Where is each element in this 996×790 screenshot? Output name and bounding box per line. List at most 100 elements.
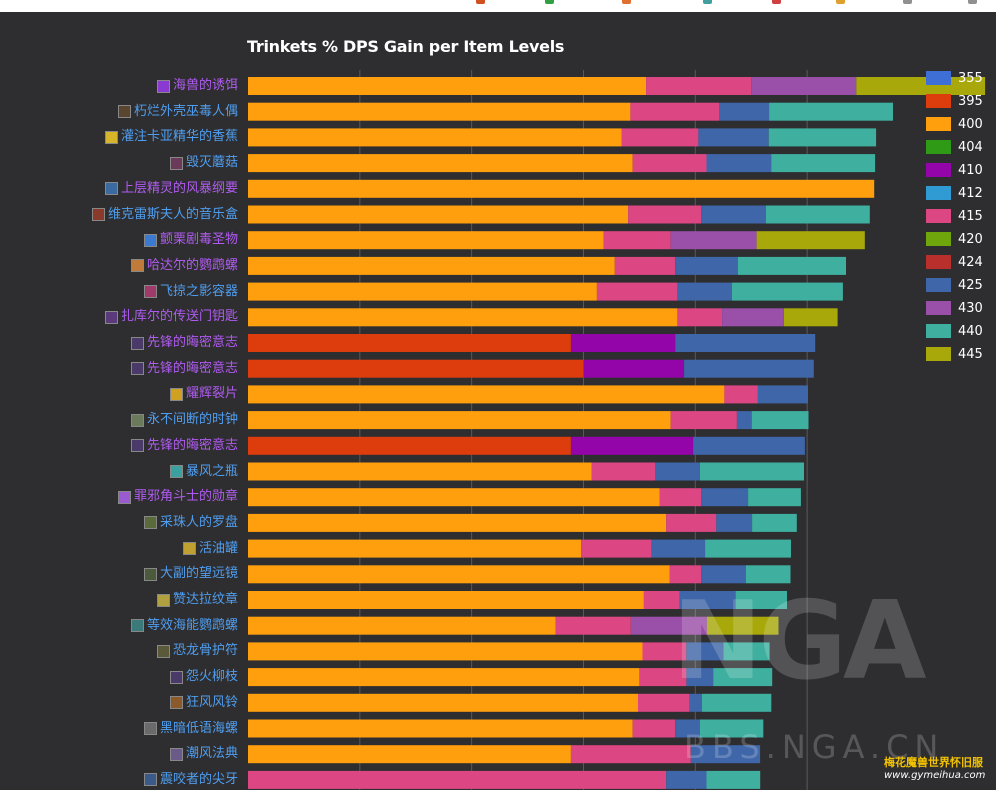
- bar-segment-440[interactable]: [713, 668, 773, 687]
- legend-item[interactable]: 440: [926, 324, 983, 339]
- bar-segment-415[interactable]: [724, 385, 758, 404]
- bar-segment-400[interactable]: [248, 231, 604, 250]
- bar-segment-400[interactable]: [248, 154, 633, 173]
- bar-segment-425[interactable]: [675, 256, 738, 275]
- legend-item[interactable]: 415: [926, 209, 983, 224]
- bar-segment-415[interactable]: [643, 591, 680, 609]
- toolbar-icon[interactable]: [622, 0, 631, 4]
- bar-segment-425[interactable]: [701, 488, 749, 507]
- bar-segment-415[interactable]: [628, 205, 702, 224]
- bar-segment-395[interactable]: [248, 436, 571, 455]
- legend-item[interactable]: 355: [926, 71, 983, 86]
- bar-segment-440[interactable]: [702, 693, 772, 712]
- bar-segment-440[interactable]: [766, 205, 870, 224]
- bar-segment-425[interactable]: [677, 282, 732, 301]
- bar-segment-440[interactable]: [706, 770, 761, 789]
- bar-segment-415[interactable]: [621, 128, 699, 147]
- toolbar-icon[interactable]: [476, 0, 485, 4]
- bar-segment-415[interactable]: [596, 282, 678, 301]
- bar-segment-415[interactable]: [659, 488, 702, 507]
- category-label[interactable]: 朽烂外壳巫毒人偶: [117, 103, 238, 121]
- bar-segment-425[interactable]: [686, 668, 714, 687]
- category-label[interactable]: 大副的望远镜: [143, 565, 238, 583]
- bar-segment-415[interactable]: [632, 719, 676, 738]
- bar-segment-425[interactable]: [679, 591, 736, 609]
- bar-segment-425[interactable]: [698, 128, 769, 147]
- toolbar-icon[interactable]: [836, 0, 845, 4]
- toolbar-icon[interactable]: [772, 0, 781, 4]
- category-label[interactable]: 等效海能鹦鹉螺: [130, 617, 238, 635]
- category-label[interactable]: 先锋的晦密意志: [130, 437, 238, 455]
- bar-segment-445[interactable]: [856, 77, 986, 95]
- category-label[interactable]: 灌注卡亚精华的香蕉: [104, 128, 238, 146]
- bar-segment-395[interactable]: [248, 359, 584, 378]
- category-label[interactable]: 潮风法典: [169, 745, 238, 763]
- bar-segment-425[interactable]: [706, 154, 772, 173]
- bar-segment-445[interactable]: [706, 616, 779, 635]
- category-label[interactable]: 海兽的诱饵: [156, 77, 238, 95]
- bar-segment-440[interactable]: [751, 411, 809, 430]
- bar-segment-425[interactable]: [701, 565, 746, 584]
- bar-segment-410[interactable]: [570, 436, 693, 455]
- legend-item[interactable]: 400: [926, 117, 983, 132]
- bar-segment-415[interactable]: [642, 642, 687, 661]
- bar-segment-425[interactable]: [675, 334, 816, 352]
- bar-segment-440[interactable]: [732, 282, 843, 301]
- bar-segment-425[interactable]: [690, 745, 761, 764]
- category-label[interactable]: 罪邪角斗士的勋章: [117, 488, 238, 506]
- legend-item[interactable]: 404: [926, 140, 983, 155]
- bar-segment-425[interactable]: [719, 102, 770, 121]
- legend-item[interactable]: 445: [926, 347, 983, 362]
- category-label[interactable]: 采珠人的罗盘: [143, 514, 238, 532]
- category-label[interactable]: 上层精灵的风暴纲要: [104, 180, 238, 198]
- bar-segment-440[interactable]: [699, 462, 804, 481]
- bar-segment-440[interactable]: [748, 488, 801, 507]
- toolbar-icon[interactable]: [545, 0, 554, 4]
- toolbar-icon[interactable]: [703, 0, 712, 4]
- legend-item[interactable]: 420: [926, 232, 983, 247]
- bar-segment-415[interactable]: [666, 513, 717, 532]
- bar-segment-425[interactable]: [655, 462, 700, 481]
- bar-segment-425[interactable]: [716, 513, 753, 532]
- bar-segment-415[interactable]: [570, 745, 691, 764]
- category-label[interactable]: 哈达尔的鹦鹉螺: [130, 257, 238, 275]
- bar-segment-415[interactable]: [603, 231, 671, 250]
- bar-segment-400[interactable]: [248, 128, 622, 147]
- legend-item[interactable]: 395: [926, 94, 983, 109]
- bar-segment-425[interactable]: [689, 693, 703, 712]
- toolbar-icon[interactable]: [903, 0, 912, 4]
- bar-segment-415[interactable]: [581, 539, 652, 558]
- bar-segment-440[interactable]: [745, 565, 791, 584]
- bar-segment-430[interactable]: [630, 616, 707, 635]
- bar-segment-410[interactable]: [583, 359, 685, 378]
- category-label[interactable]: 毁灭蘑菇: [169, 154, 238, 172]
- bar-segment-400[interactable]: [248, 179, 875, 198]
- bar-segment-415[interactable]: [677, 308, 723, 327]
- bar-segment-415[interactable]: [639, 668, 687, 687]
- bar-segment-415[interactable]: [669, 565, 702, 584]
- bar-segment-425[interactable]: [675, 719, 700, 738]
- bar-segment-425[interactable]: [651, 539, 706, 558]
- bar-segment-440[interactable]: [723, 642, 770, 661]
- category-label[interactable]: 飞掠之影容器: [143, 283, 238, 301]
- bar-segment-400[interactable]: [248, 539, 582, 558]
- category-label[interactable]: 扎库尔的传送门钥匙: [104, 308, 238, 326]
- category-label[interactable]: 先锋的晦密意志: [130, 334, 238, 352]
- bar-segment-430[interactable]: [670, 231, 757, 250]
- legend-item[interactable]: 412: [926, 186, 983, 201]
- bar-segment-400[interactable]: [248, 308, 678, 327]
- bar-segment-425[interactable]: [757, 385, 808, 404]
- category-label[interactable]: 怨火柳枝: [169, 668, 238, 686]
- bar-segment-400[interactable]: [248, 565, 670, 584]
- category-label[interactable]: 黑暗低语海螺: [143, 720, 238, 738]
- legend-item[interactable]: 424: [926, 255, 983, 270]
- bar-segment-400[interactable]: [248, 693, 638, 712]
- bar-segment-440[interactable]: [735, 591, 787, 609]
- bar-segment-415[interactable]: [630, 102, 719, 121]
- bar-segment-425[interactable]: [736, 411, 752, 430]
- bar-segment-440[interactable]: [737, 256, 846, 275]
- bar-segment-440[interactable]: [752, 513, 797, 532]
- category-label[interactable]: 恐龙骨护符: [156, 642, 238, 660]
- bar-segment-415[interactable]: [632, 154, 707, 173]
- bar-segment-425[interactable]: [693, 436, 805, 455]
